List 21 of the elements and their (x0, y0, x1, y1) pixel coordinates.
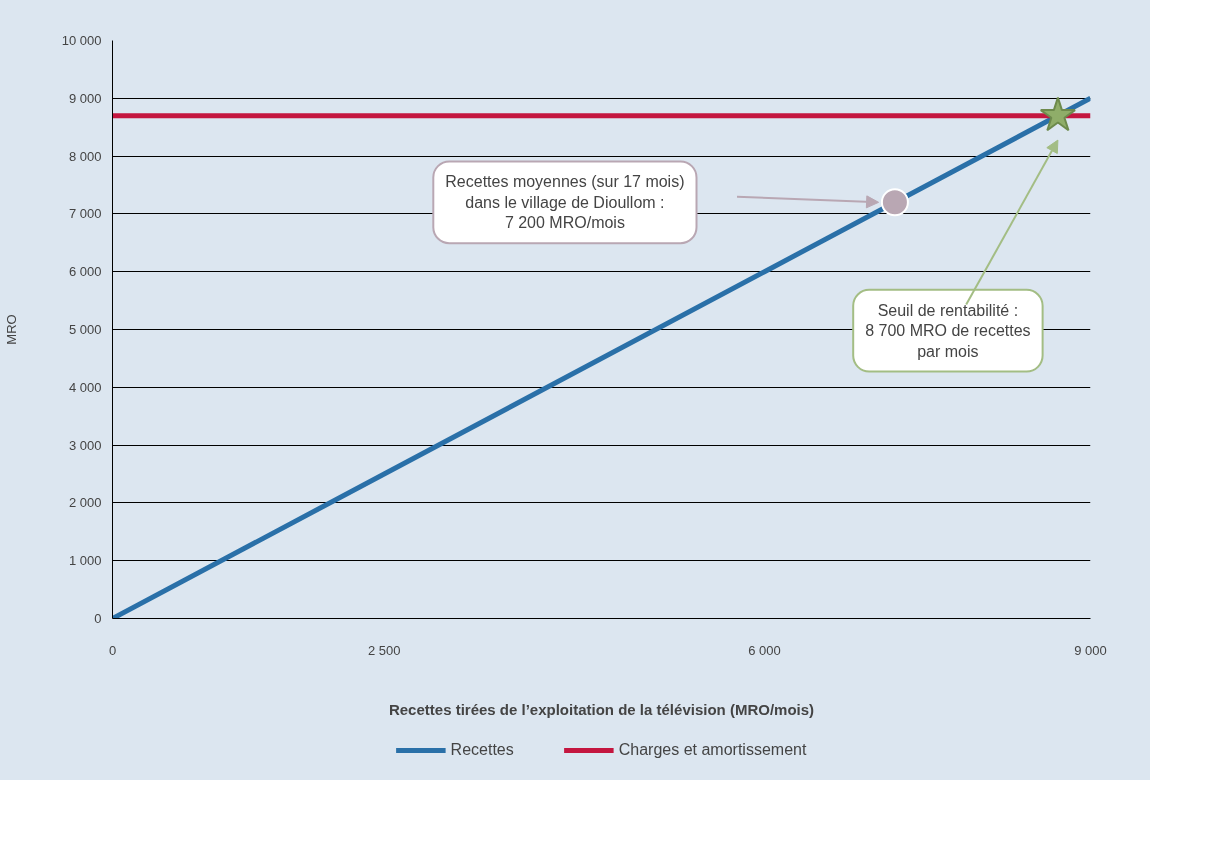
y-axis-title: MRO (3, 314, 19, 345)
y-tick-label: 8 000 (68, 148, 102, 164)
x-tick-label: 6 000 (748, 642, 781, 658)
x-tick-label: 0 (108, 642, 117, 658)
annotation: Recettes moyennes (sur 17 mois) dans le village de Dioullom : 7 200 MRO/mois (445, 173, 685, 232)
y-tick-label: 6 000 (68, 264, 102, 280)
y-tick-label: 10 000 (61, 33, 102, 48)
x-tick-label: 9 000 (1074, 642, 1107, 658)
legend-label: Recettes (450, 741, 514, 759)
y-tick-label: 3 000 (68, 437, 102, 453)
x-axis-title: Recettes tirées de l’exploitation de la télévision (MRO/mois) (388, 700, 815, 718)
y-tick-label: 2 000 (68, 495, 102, 511)
annotation: Seuil de rentabilité : 8 700 MRO de recettes par mois (865, 301, 1031, 360)
y-tick-label: 9 000 (68, 90, 102, 106)
y-tick-label: 1 000 (68, 553, 102, 569)
y-tick-label: 5 000 (68, 322, 102, 337)
y-tick-label: 0 (94, 611, 102, 626)
x-tick-label: 2 500 (367, 642, 401, 658)
legend-label: Charges et amortissement (618, 741, 807, 759)
y-tick-label: 4 000 (68, 379, 102, 395)
y-tick-label: 7 000 (68, 206, 102, 222)
